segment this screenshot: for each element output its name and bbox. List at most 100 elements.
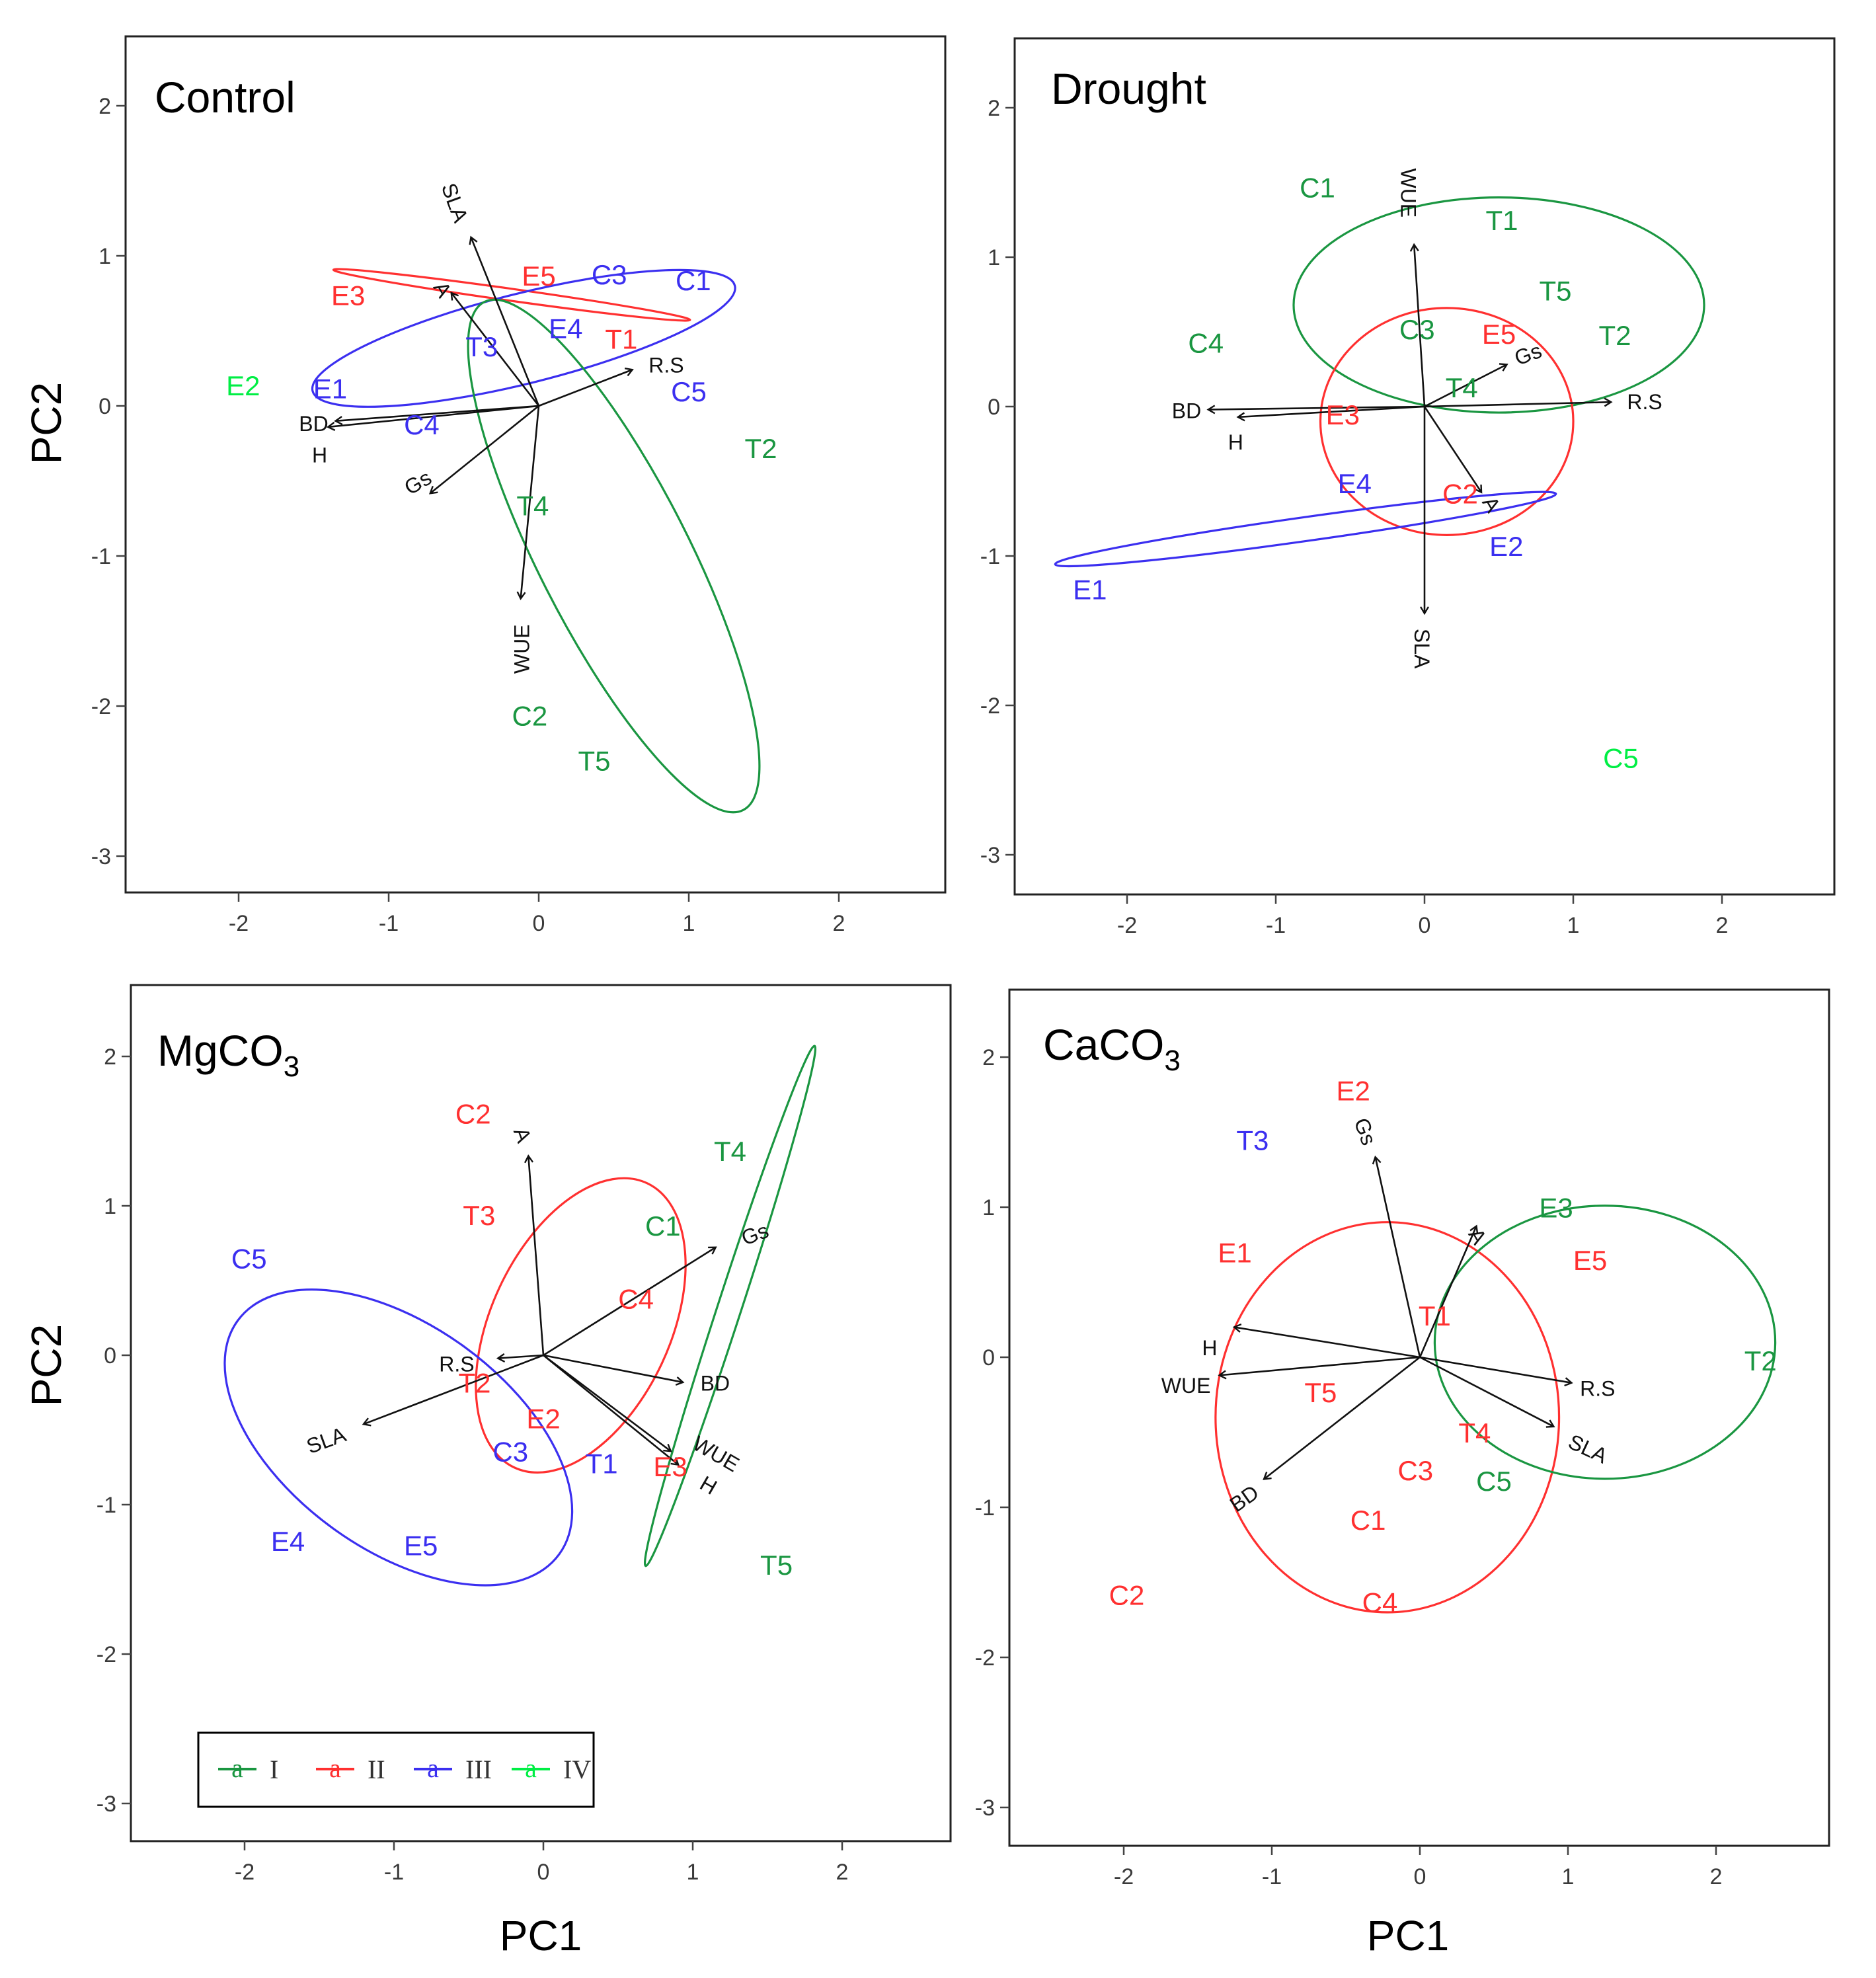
point-label-e4: E4 xyxy=(271,1526,305,1557)
x-tick-label: 0 xyxy=(537,1860,550,1885)
panel-title-caco3: CaCO3 xyxy=(1043,1020,1181,1077)
loading-arrow-gs xyxy=(1424,365,1506,408)
loading-label-rs: R.S xyxy=(1627,390,1662,414)
loading-arrow-bd xyxy=(336,405,539,421)
point-label-c4: C4 xyxy=(404,409,440,440)
point-label-c3: C3 xyxy=(492,1436,528,1467)
y-tick-label: 0 xyxy=(104,1343,116,1368)
y-tick-label: 2 xyxy=(988,96,1000,121)
legend-label-II: II xyxy=(368,1755,385,1784)
loading-arrow-rs xyxy=(538,370,632,407)
loading-label-gs: Gs xyxy=(738,1218,772,1250)
loading-label-rs: R.S xyxy=(439,1352,474,1376)
loading-arrow-rs xyxy=(1419,1356,1571,1383)
point-label-t2: T2 xyxy=(1744,1345,1777,1376)
x-tick-label: -2 xyxy=(1117,913,1137,938)
y-tick-label: -1 xyxy=(91,544,111,569)
legend-symbol-II: a xyxy=(329,1753,341,1783)
x-axis-title-left: PC1 xyxy=(500,1912,582,1959)
y-tick-label: 2 xyxy=(98,94,111,119)
point-label-e4: E4 xyxy=(1338,468,1372,499)
loading-arrow-h xyxy=(329,405,539,427)
loading-label-sla: SLA xyxy=(1410,629,1434,669)
point-label-e3: E3 xyxy=(1539,1193,1573,1224)
y-tick-label: -1 xyxy=(980,544,1000,569)
point-label-t2: T2 xyxy=(1598,320,1631,351)
point-label-t2: T2 xyxy=(459,1367,491,1398)
loading-label-bd: BD xyxy=(1226,1480,1263,1517)
x-tick-label: -1 xyxy=(1266,913,1286,938)
ellipse-group-II xyxy=(332,268,691,322)
point-label-c4: C4 xyxy=(1362,1587,1398,1618)
loading-label-bd: BD xyxy=(299,412,328,436)
x-tick-label: 1 xyxy=(1567,913,1580,938)
loading-arrow-bd xyxy=(1265,1356,1421,1479)
loading-arrow-gs xyxy=(543,1247,715,1357)
point-label-t1: T1 xyxy=(605,323,637,354)
point-label-t1: T1 xyxy=(586,1448,618,1479)
point-label-e3: E3 xyxy=(1326,399,1360,430)
point-label-c2: C2 xyxy=(512,700,548,731)
point-label-c3: C3 xyxy=(1397,1455,1433,1486)
x-tick-label: -2 xyxy=(235,1860,254,1885)
loading-label-gs: Gs xyxy=(400,465,435,500)
loading-label-bd: BD xyxy=(701,1372,730,1396)
legend-label-IV: IV xyxy=(563,1755,591,1784)
x-tick-label: 2 xyxy=(836,1860,849,1885)
loading-label-sla: SLA xyxy=(1565,1429,1612,1468)
y-tick-label: -1 xyxy=(97,1493,116,1518)
panel-title-control: Control xyxy=(155,73,295,122)
point-label-c1: C1 xyxy=(1350,1505,1386,1536)
loading-label-h: H xyxy=(1228,430,1243,454)
loading-label-sla: SLA xyxy=(437,180,473,226)
panel-title-mgco3: MgCO3 xyxy=(157,1026,299,1083)
loading-arrow-sla xyxy=(364,1354,544,1424)
point-label-t4: T4 xyxy=(1446,372,1478,403)
point-label-t4: T4 xyxy=(714,1136,746,1167)
point-label-c5: C5 xyxy=(231,1244,267,1275)
x-tick-label: 2 xyxy=(1710,1864,1723,1889)
point-label-c5: C5 xyxy=(1603,743,1639,774)
x-tick-label: -2 xyxy=(1114,1864,1134,1889)
y-tick-label: 0 xyxy=(982,1345,995,1370)
loading-arrow-wue xyxy=(543,1354,670,1451)
ellipse-group-II xyxy=(1214,1221,1561,1614)
y-axis-title-bottom: PC2 xyxy=(22,1324,70,1407)
loading-arrow-rs xyxy=(498,1355,544,1359)
loading-arrow-h xyxy=(1235,1327,1421,1359)
point-label-e5: E5 xyxy=(1482,319,1516,350)
loading-label-wue: WUE xyxy=(510,624,534,674)
point-label-c2: C2 xyxy=(455,1098,491,1129)
ellipse-group-I xyxy=(1292,196,1705,414)
panel-frame-mgco3 xyxy=(130,984,952,1842)
y-tick-label: 2 xyxy=(104,1045,116,1070)
x-tick-label: 0 xyxy=(1414,1864,1427,1889)
point-label-e2: E2 xyxy=(226,370,260,401)
loading-arrow-a xyxy=(1423,406,1481,492)
panel-title-mgco3-subscript: 3 xyxy=(284,1050,299,1083)
loading-arrow-sla xyxy=(471,238,540,407)
point-label-e1: E1 xyxy=(313,373,347,404)
point-label-e5: E5 xyxy=(522,260,555,292)
x-tick-label: 1 xyxy=(687,1860,699,1885)
point-label-e2: E2 xyxy=(1337,1076,1370,1107)
loading-label-h: H xyxy=(1202,1336,1217,1360)
ellipse-group-I xyxy=(1433,1205,1777,1480)
loading-label-rs: R.S xyxy=(1580,1376,1615,1400)
y-tick-label: 2 xyxy=(982,1045,995,1070)
loading-arrow-h xyxy=(1239,405,1425,417)
point-label-t2: T2 xyxy=(744,433,777,464)
x-tick-label: -2 xyxy=(229,911,249,936)
panel-title-drought: Drought xyxy=(1051,64,1206,113)
legend-symbol-I: a xyxy=(231,1753,243,1783)
y-tick-label: 1 xyxy=(988,245,1000,270)
loading-label-wue: WUE xyxy=(1161,1374,1211,1398)
ellipse-group-II xyxy=(1319,307,1575,536)
loading-arrow-a xyxy=(451,294,540,407)
panel-title-caco3-main: CaCO xyxy=(1043,1020,1164,1069)
loading-arrow-bd xyxy=(543,1354,682,1382)
